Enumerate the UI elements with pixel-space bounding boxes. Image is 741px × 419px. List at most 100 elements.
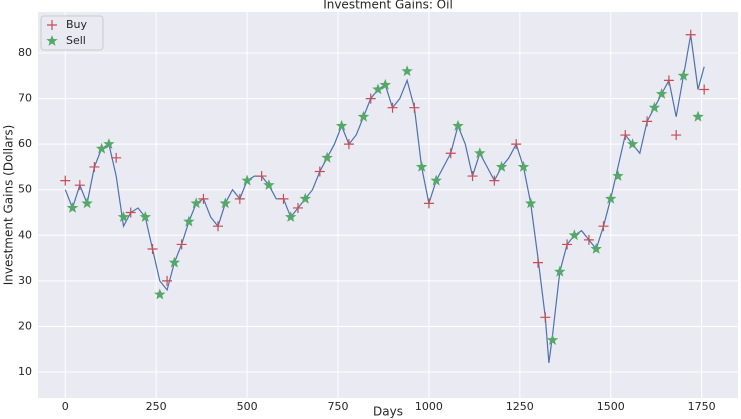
star-marker	[299, 192, 311, 204]
plus-marker	[365, 93, 376, 104]
x-tick-label: 1250	[506, 400, 534, 413]
star-marker	[241, 174, 253, 186]
star-marker	[517, 160, 530, 172]
star-marker	[525, 197, 537, 209]
plus-marker	[125, 207, 136, 218]
star-marker	[612, 170, 624, 181]
x-tick-label: 0	[62, 400, 69, 413]
plus-marker	[423, 198, 434, 209]
plus-marker	[540, 312, 551, 323]
x-tick-label: 250	[146, 400, 167, 413]
star-marker	[139, 211, 151, 222]
plus-marker	[74, 180, 85, 191]
star-marker	[648, 101, 661, 113]
plus-marker	[409, 102, 420, 113]
star-marker	[168, 256, 181, 268]
star-marker	[379, 78, 391, 90]
plus-marker	[583, 234, 594, 245]
plus-marker	[445, 148, 456, 159]
x-axis-label: Days	[373, 405, 403, 419]
plus-marker	[234, 193, 245, 204]
star-marker	[430, 174, 442, 186]
star-marker	[285, 211, 297, 222]
plus-marker	[387, 102, 398, 113]
star-marker	[263, 179, 275, 190]
star-marker	[415, 160, 428, 172]
y-tick-label: 30	[18, 274, 32, 287]
y-tick-label: 80	[18, 46, 32, 59]
plus-marker	[256, 171, 267, 182]
star-marker	[154, 288, 166, 300]
star-marker	[335, 119, 348, 131]
plot-area	[38, 12, 738, 398]
star-marker	[117, 211, 130, 222]
plus-marker	[663, 75, 674, 86]
plus-marker	[533, 257, 543, 268]
star-marker	[183, 215, 195, 227]
plus-marker	[467, 171, 478, 182]
star-marker	[495, 160, 508, 172]
star-marker	[554, 265, 566, 277]
plus-marker	[642, 116, 653, 127]
plus-marker	[176, 239, 187, 250]
star-marker	[219, 197, 231, 209]
plus-marker	[343, 139, 354, 150]
y-tick-label: 60	[18, 137, 32, 150]
star-marker	[626, 138, 639, 149]
star-marker	[103, 138, 115, 149]
plus-marker	[314, 166, 325, 177]
plus-marker	[162, 275, 173, 286]
plus-marker	[60, 175, 71, 186]
x-tick-label: 1500	[597, 400, 625, 413]
star-marker	[401, 65, 413, 77]
y-tick-label: 40	[18, 228, 32, 241]
plus-marker	[685, 29, 696, 40]
star-marker	[95, 142, 108, 154]
plus-marker	[598, 221, 609, 232]
plus-marker	[511, 139, 522, 150]
x-tick-label: 750	[328, 400, 349, 413]
star-marker	[321, 151, 333, 163]
plus-marker	[293, 202, 303, 213]
star-marker	[568, 229, 581, 241]
star-marker	[66, 202, 79, 213]
star-marker	[692, 110, 704, 122]
y-tick-label: 20	[18, 319, 32, 332]
star-marker	[677, 69, 690, 81]
plus-marker	[620, 130, 631, 141]
x-tick-label: 1000	[415, 400, 443, 413]
x-tick-label: 1750	[688, 400, 716, 413]
plus-marker	[198, 193, 209, 204]
star-marker	[655, 88, 668, 99]
star-marker	[81, 197, 93, 209]
chart-title: Investment Gains: Oil	[323, 0, 453, 12]
star-marker	[546, 334, 559, 345]
star-marker	[605, 192, 617, 204]
y-tick-label: 10	[18, 365, 32, 378]
legend-marker	[47, 20, 57, 30]
star-marker	[372, 83, 384, 95]
x-tick-label: 500	[237, 400, 258, 413]
star-marker	[474, 147, 486, 159]
plus-marker	[111, 152, 122, 163]
plus-marker	[147, 243, 158, 254]
y-tick-label: 50	[18, 183, 32, 196]
y-tick-label: 70	[18, 92, 32, 105]
legend-label: Buy	[66, 18, 88, 31]
legend-marker	[46, 35, 58, 46]
plus-marker	[671, 130, 682, 141]
plus-marker	[562, 239, 573, 250]
y-axis-label: Investment Gains (Dollars)	[2, 125, 16, 286]
star-marker	[452, 119, 464, 131]
star-marker	[590, 243, 602, 254]
star-marker	[190, 197, 202, 209]
plus-marker	[213, 221, 223, 232]
star-marker	[357, 110, 370, 122]
plus-marker	[89, 161, 100, 172]
price-line	[64, 34, 705, 363]
plus-marker	[699, 84, 710, 95]
plus-marker	[489, 175, 500, 186]
plus-marker	[278, 193, 289, 204]
legend-label: Sell	[66, 34, 86, 47]
